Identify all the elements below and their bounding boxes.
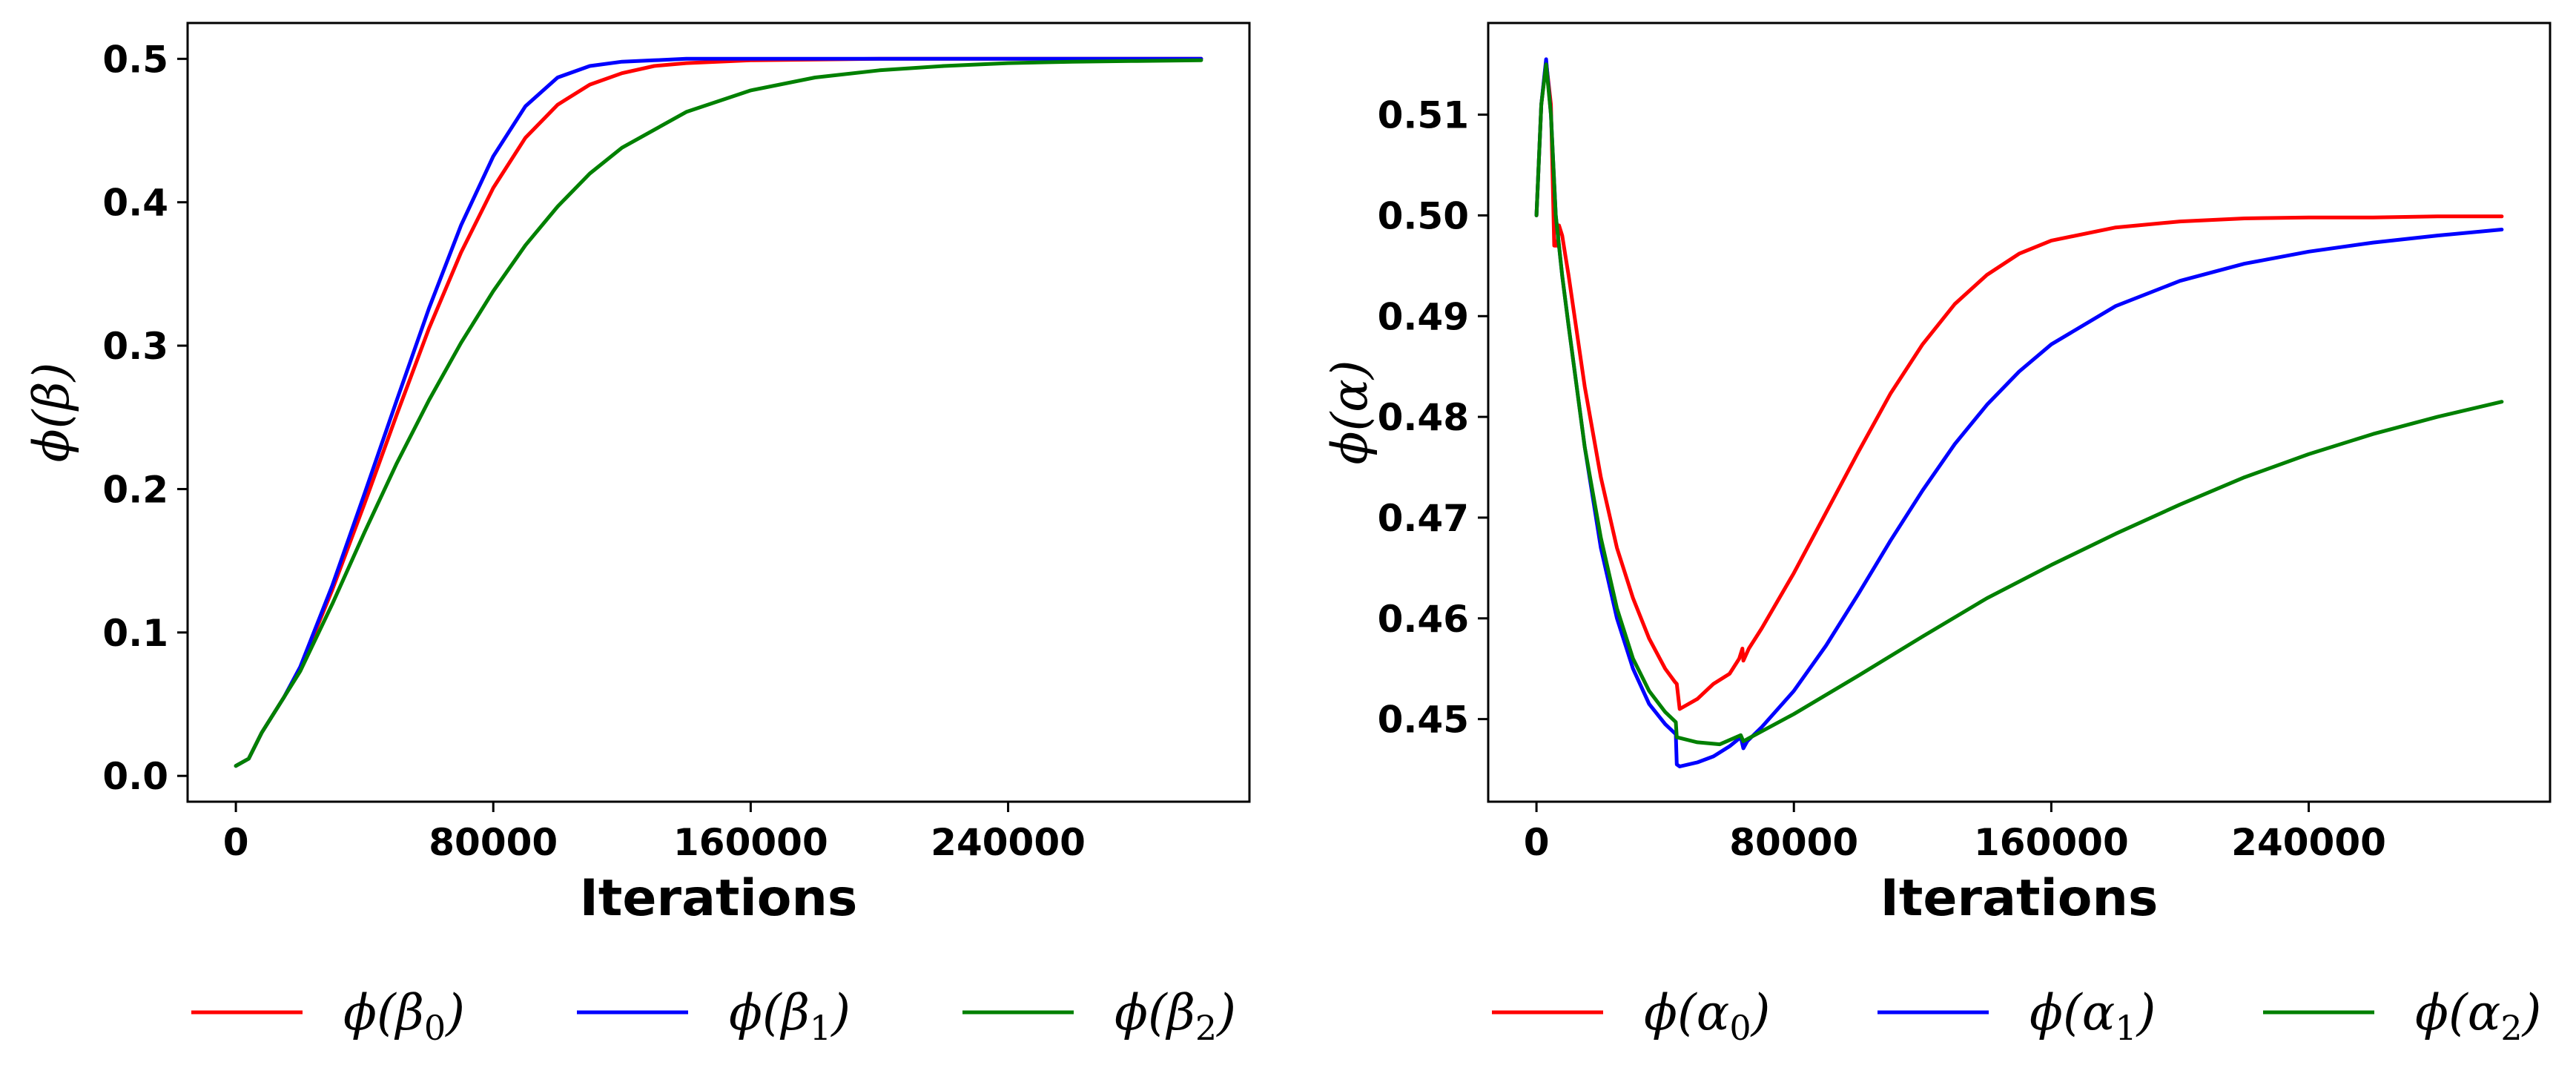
right-series-line-0 <box>1534 59 2504 711</box>
right-y-tick-label: 0.46 <box>1378 598 1469 641</box>
left-series-group <box>234 56 1203 768</box>
right-y-ticks: 0.45 0.46 0.47 0.48 0.49 0.50 0.51 <box>1378 94 1488 742</box>
left-x-axis-label: Iterations <box>580 869 858 928</box>
right-y-tick-label: 0.47 <box>1378 497 1469 540</box>
right-panel: 0.45 0.46 0.47 0.48 0.49 0.50 0.51 0 80000 16000… <box>1321 22 2552 1048</box>
left-y-ticks: 0.0 0.1 0.2 0.3 0.4 0.5 <box>102 38 188 798</box>
right-x-tick-label: 240000 <box>2231 821 2386 864</box>
left-x-tick-label: 80000 <box>429 821 558 864</box>
right-y-tick-label: 0.50 <box>1378 194 1469 237</box>
left-y-axis-label: ϕ(β) <box>23 363 80 463</box>
right-legend-label-1: ϕ(α1) <box>2030 984 2156 1048</box>
left-legend-label-2: ϕ(β2) <box>1114 984 1236 1048</box>
left-x-tick-label: 0 <box>223 821 249 864</box>
right-series-group <box>1534 57 2504 768</box>
left-x-tick-label: 160000 <box>673 821 828 864</box>
left-legend-label-1: ϕ(β1) <box>729 984 851 1048</box>
left-x-tick-label: 240000 <box>931 821 1086 864</box>
right-legend-label-2: ϕ(α2) <box>2415 984 2541 1048</box>
right-y-tick-label: 0.45 <box>1378 699 1469 742</box>
right-x-axis-label: Iterations <box>1880 869 2159 928</box>
left-series-line-2 <box>234 58 1203 768</box>
right-plot-area <box>1487 22 2552 803</box>
right-legend-label-0: ϕ(α0) <box>1644 984 1770 1048</box>
left-series-line-0 <box>234 56 1203 768</box>
left-plot-area <box>186 22 1251 803</box>
left-series-line-1 <box>234 56 1203 768</box>
right-x-tick-label: 160000 <box>1974 821 2129 864</box>
right-y-tick-label: 0.51 <box>1378 94 1469 137</box>
left-legend-label-0: ϕ(β0) <box>343 984 465 1048</box>
left-x-ticks: 0 80000 160000 240000 <box>223 802 1086 864</box>
left-y-tick-label: 0.2 <box>102 468 168 511</box>
right-series-line-2 <box>1534 62 2504 747</box>
left-legend: ϕ(β0) ϕ(β1) ϕ(β2) <box>191 984 1236 1048</box>
right-series-line-1 <box>1534 57 2504 768</box>
left-y-tick-label: 0.5 <box>102 38 168 81</box>
right-x-tick-label: 80000 <box>1729 821 1858 864</box>
right-y-tick-label: 0.48 <box>1378 396 1469 439</box>
right-y-axis-label: ϕ(α) <box>1321 360 1378 464</box>
right-x-ticks: 0 80000 160000 240000 <box>1524 802 2386 864</box>
left-y-tick-label: 0.0 <box>102 755 168 798</box>
right-legend: ϕ(α0) ϕ(α1) ϕ(α2) <box>1492 984 2541 1048</box>
left-y-tick-label: 0.3 <box>102 325 168 368</box>
right-x-tick-label: 0 <box>1524 821 1550 864</box>
left-panel: 0.0 0.1 0.2 0.3 0.4 0.5 0 80000 160000 240000 It… <box>23 22 1251 1048</box>
left-y-tick-label: 0.4 <box>102 182 168 225</box>
left-y-tick-label: 0.1 <box>102 612 168 655</box>
right-y-tick-label: 0.49 <box>1378 295 1469 338</box>
